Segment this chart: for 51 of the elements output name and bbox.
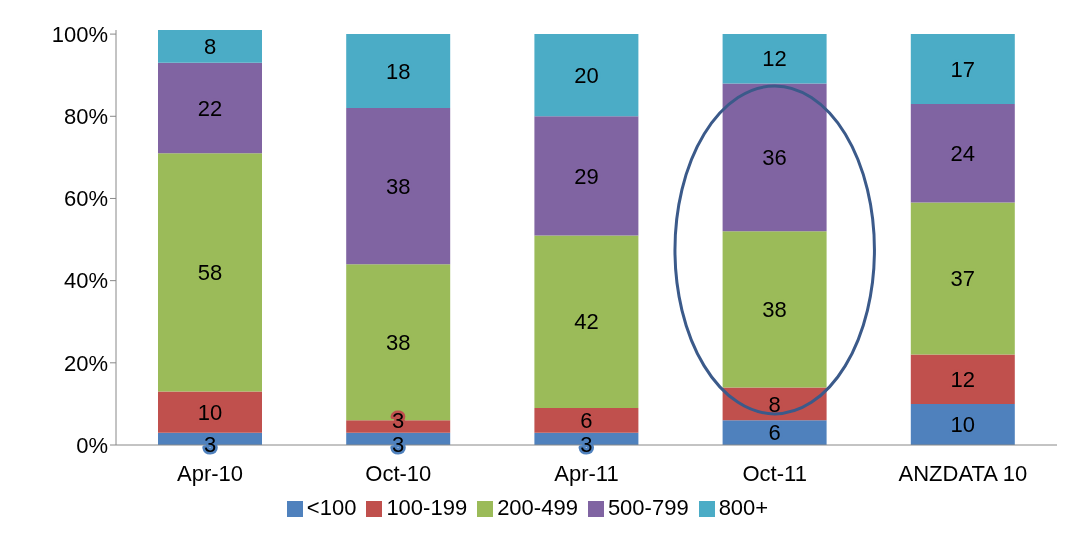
data-label: 10 (950, 412, 976, 438)
bar (910, 202, 1015, 355)
data-label: 12 (950, 366, 976, 392)
data-label: 8 (768, 391, 781, 417)
legend-label: 100-199 (386, 495, 468, 520)
data-label: 29 (574, 163, 599, 189)
bar (722, 231, 827, 388)
bar (534, 34, 639, 117)
bar (910, 103, 1015, 203)
y-tick-label: 0% (76, 432, 108, 458)
data-label: 8 (203, 34, 217, 60)
legend-label: 800+ (718, 495, 769, 520)
data-label: 6 (580, 408, 593, 434)
data-label: 24 (950, 140, 976, 166)
y-tick-label: 40% (63, 268, 108, 294)
x-tick-label: Oct-10 (365, 460, 432, 486)
legend-label: 200-499 (497, 495, 578, 520)
x-tick-label: Apr-11 (554, 460, 619, 486)
data-label: 22 (197, 95, 223, 121)
x-tick-label: ANZDATA 10 (898, 460, 1028, 486)
legend-label: <100 (306, 495, 357, 520)
bar (158, 30, 262, 63)
data-label: 12 (762, 46, 787, 72)
bar (910, 34, 1015, 104)
data-label: 10 (197, 399, 223, 425)
bar (534, 116, 639, 236)
data-label: 36 (762, 145, 787, 171)
data-label: 18 (385, 58, 411, 84)
bar (534, 408, 639, 433)
y-tick-label: 60% (63, 186, 108, 212)
bar (346, 108, 451, 265)
y-tick-label: 20% (63, 350, 108, 376)
bar (346, 34, 451, 109)
bar (158, 62, 262, 154)
data-label: 38 (385, 329, 411, 355)
data-label: 58 (197, 260, 223, 286)
legend-label: 500-799 (607, 495, 689, 520)
bar (158, 153, 262, 392)
data-label: 6 (768, 420, 781, 446)
bar (722, 83, 827, 232)
data-label: 42 (574, 309, 599, 335)
data-label: 37 (950, 266, 976, 292)
x-tick-label: Oct-11 (742, 460, 807, 486)
x-tick-label: Apr-10 (177, 460, 244, 486)
data-label: 20 (574, 62, 599, 88)
y-tick-label: 100% (51, 21, 108, 47)
data-label: 17 (950, 56, 976, 82)
data-label: 38 (762, 297, 787, 323)
bar (534, 235, 639, 409)
data-label: 38 (385, 173, 411, 199)
y-tick-label: 80% (63, 104, 108, 130)
